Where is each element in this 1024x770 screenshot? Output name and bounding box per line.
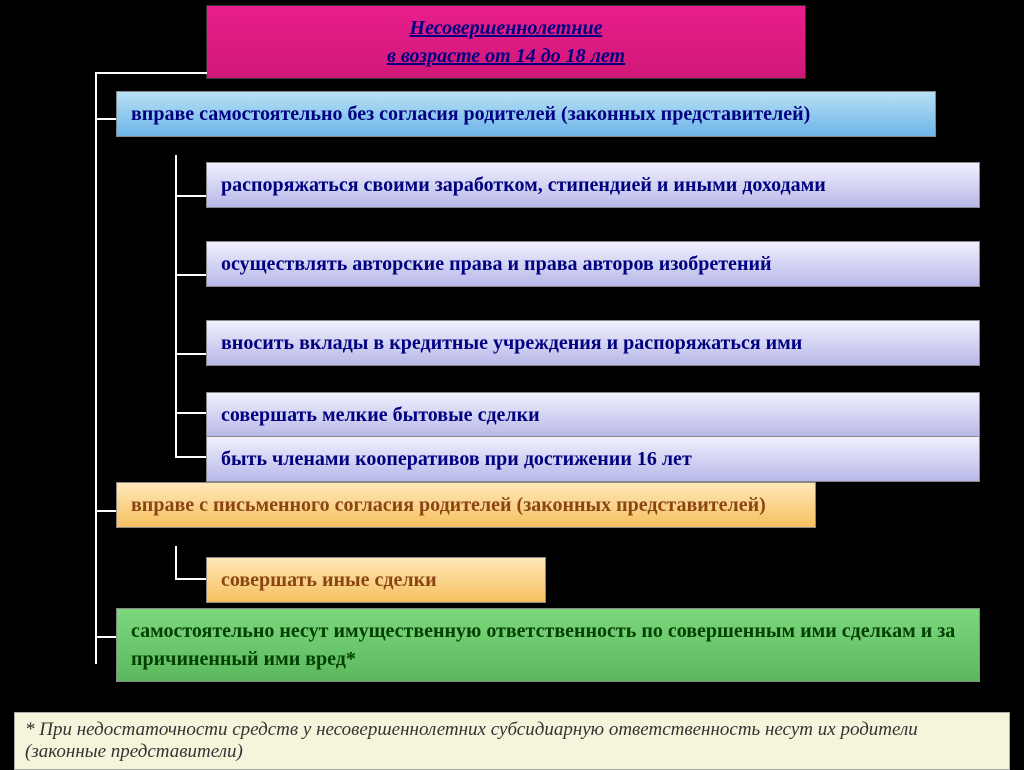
connector [175, 456, 207, 458]
section2-title-text: вправе с письменного согласия родителей … [131, 494, 766, 516]
connector [175, 195, 207, 197]
s1-item-text: быть членами кооперативов при достижении… [221, 448, 692, 470]
section2-title: вправе с письменного согласия родителей … [116, 482, 816, 528]
connector [175, 274, 207, 276]
s1-item-text: распоряжаться своими заработком, стипенд… [221, 174, 826, 196]
s1-item: вносить вклады в кредитные учреждения и … [206, 320, 980, 366]
s1-item-text: совершать мелкие бытовые сделки [221, 404, 540, 426]
s1-item: распоряжаться своими заработком, стипенд… [206, 162, 980, 208]
footnote-text: * При недостаточности средств у несоверш… [25, 719, 918, 762]
connector [175, 412, 207, 414]
header-line2: в возрасте от 14 до 18 лет [387, 45, 625, 67]
section1-title-text: вправе самостоятельно без согласия родит… [131, 103, 810, 125]
connector [95, 72, 97, 664]
header-line1: Несовершеннолетние [410, 17, 603, 39]
section3-text: самостоятельно несут имущественную ответ… [131, 620, 955, 670]
connector [95, 72, 207, 74]
connector [95, 510, 117, 512]
connector [175, 578, 207, 580]
s1-item: осуществлять авторские права и права авт… [206, 241, 980, 287]
connector [95, 118, 117, 120]
footnote-box: * При недостаточности средств у несоверш… [14, 712, 1010, 770]
s1-item: быть членами кооперативов при достижении… [206, 436, 980, 482]
s2-item-text: совершать иные сделки [221, 569, 437, 591]
s1-item-text: вносить вклады в кредитные учреждения и … [221, 332, 802, 354]
connector [175, 546, 177, 580]
section1-title: вправе самостоятельно без согласия родит… [116, 91, 936, 137]
section3-box: самостоятельно несут имущественную ответ… [116, 608, 980, 682]
connector [95, 636, 117, 638]
s1-item-text: осуществлять авторские права и права авт… [221, 253, 772, 275]
header-box: Несовершеннолетние в возрасте от 14 до 1… [206, 5, 806, 79]
s1-item: совершать мелкие бытовые сделки [206, 392, 980, 438]
connector [175, 353, 207, 355]
s2-item: совершать иные сделки [206, 557, 546, 603]
